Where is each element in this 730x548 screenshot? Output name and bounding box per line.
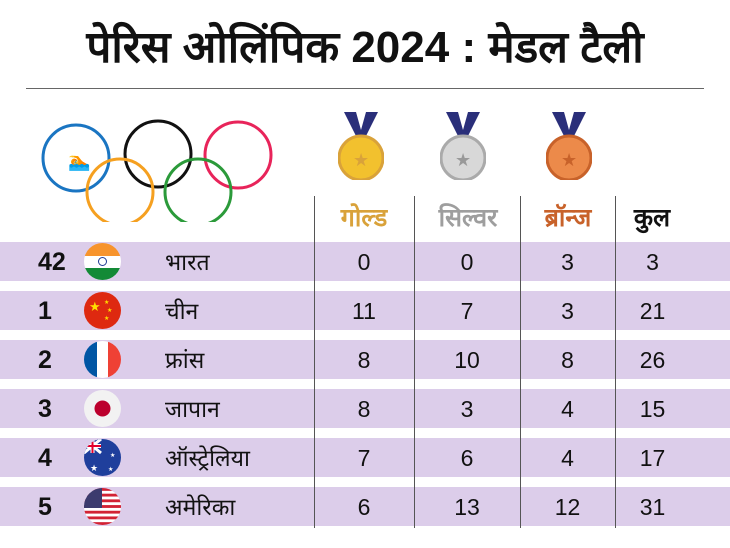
bronze-count: 3 <box>561 249 574 275</box>
country-name: भारत <box>165 249 210 275</box>
australia-flag-icon: ★ ★ ★ <box>84 439 121 476</box>
rank: 3 <box>38 395 52 423</box>
svg-text:★: ★ <box>90 463 98 473</box>
page-title: पेरिस ओलिंपिक 2024 : मेडल टैली <box>86 23 644 72</box>
china-flag-icon: ★ ★ ★ ★ <box>84 292 121 329</box>
usa-flag-icon <box>84 488 121 525</box>
country-name: ऑस्ट्रेलिया <box>165 445 250 471</box>
silver-count: 13 <box>454 494 480 520</box>
svg-text:★: ★ <box>353 150 369 170</box>
svg-text:★: ★ <box>104 299 109 306</box>
svg-text:★: ★ <box>561 150 577 170</box>
title-divider <box>26 88 704 89</box>
silver-count: 3 <box>460 396 474 422</box>
silver-medal-icon: ★ <box>440 112 486 180</box>
country-name: फ्रांस <box>165 347 205 373</box>
olympic-rings-sports-icon: 🏊 <box>41 119 273 222</box>
bronze-count: 4 <box>561 445 574 471</box>
total-count: 21 <box>639 298 666 324</box>
silver-count: 6 <box>460 445 474 471</box>
gold-count: 6 <box>357 494 371 520</box>
table-row: 1 ★ ★ ★ ★ चीन 11 7 3 21 <box>0 291 730 330</box>
column-header-silver: सिल्वर <box>438 204 498 232</box>
rank: 4 <box>38 444 52 472</box>
rank: 2 <box>38 346 52 374</box>
svg-text:🏊: 🏊 <box>68 151 90 171</box>
table-row: 2 फ्रांस 8 10 8 26 <box>0 340 730 379</box>
bronze-count: 3 <box>561 298 574 324</box>
silver-count: 0 <box>460 249 474 275</box>
table-row: 42 भारत 0 0 3 3 <box>0 242 730 281</box>
table-row: 5 अमेरिका 6 13 12 31 <box>0 487 730 526</box>
gold-count: 0 <box>357 249 371 275</box>
column-header-gold: गोल्ड <box>340 204 388 232</box>
silver-count: 7 <box>460 298 474 324</box>
japan-flag-icon <box>84 390 121 427</box>
country-name: अमेरिका <box>165 494 236 520</box>
bronze-medal-icon: ★ <box>546 112 592 180</box>
country-name: जापान <box>165 396 220 422</box>
country-name: चीन <box>165 298 199 324</box>
silver-count: 10 <box>454 347 480 373</box>
gold-count: 8 <box>357 347 371 373</box>
total-count: 17 <box>639 445 666 471</box>
bronze-count: 4 <box>561 396 574 422</box>
column-divider <box>314 196 315 528</box>
gold-count: 11 <box>352 298 376 324</box>
table-row: 3 जापान 8 3 4 15 <box>0 389 730 428</box>
column-divider <box>615 196 616 528</box>
total-count: 15 <box>639 396 666 422</box>
svg-text:★: ★ <box>110 452 115 459</box>
total-count: 31 <box>639 494 666 520</box>
rank: 5 <box>38 493 52 521</box>
gold-count: 8 <box>357 396 371 422</box>
column-header-bronze: ब्रॉन्ज <box>544 204 592 232</box>
column-divider <box>414 196 415 528</box>
rank: 1 <box>38 297 52 325</box>
svg-text:★: ★ <box>455 150 471 170</box>
svg-text:★: ★ <box>108 466 113 473</box>
france-flag-icon <box>84 341 121 378</box>
rank: 42 <box>38 248 66 276</box>
india-flag-icon <box>84 243 121 280</box>
table-row: 4 ★ ★ ★ ऑस्ट्रेलिया 7 6 4 17 <box>0 438 730 477</box>
svg-text:★: ★ <box>89 299 101 314</box>
total-count: 26 <box>639 347 666 373</box>
bronze-count: 8 <box>561 347 574 373</box>
svg-text:★: ★ <box>107 307 112 314</box>
column-header-total: कुल <box>633 204 671 232</box>
svg-text:★: ★ <box>104 315 109 322</box>
total-count: 3 <box>646 249 659 275</box>
column-divider <box>520 196 521 528</box>
gold-medal-icon: ★ <box>338 112 384 180</box>
gold-count: 7 <box>357 445 371 471</box>
bronze-count: 12 <box>554 494 581 520</box>
